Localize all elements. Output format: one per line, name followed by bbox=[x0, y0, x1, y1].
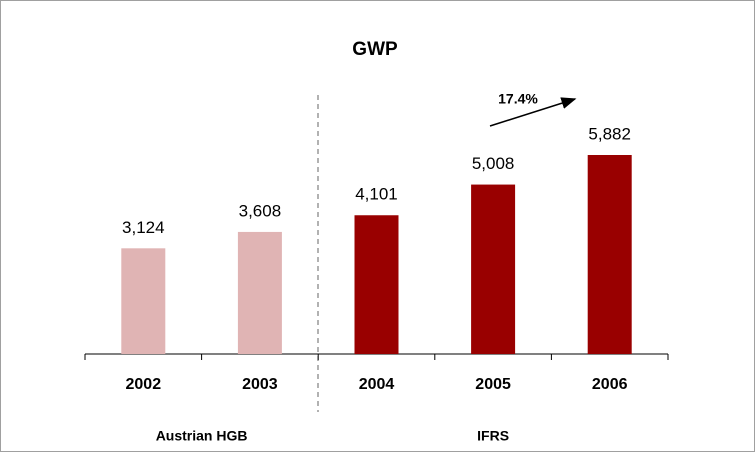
value-label: 5,008 bbox=[472, 154, 515, 173]
x-tick-label: 2005 bbox=[475, 376, 511, 393]
chart-title: GWP bbox=[352, 39, 398, 60]
annotation: 17.4% bbox=[498, 91, 538, 107]
value-label: 4,101 bbox=[355, 185, 398, 204]
growth-arrow bbox=[489, 97, 577, 127]
value-label: 5,882 bbox=[588, 124, 631, 143]
group-label: Austrian HGB bbox=[156, 428, 248, 444]
group-label: IFRS bbox=[477, 428, 509, 444]
bar bbox=[121, 248, 166, 354]
x-tick-label: 2004 bbox=[359, 376, 395, 393]
bar bbox=[237, 231, 282, 354]
bar bbox=[354, 215, 399, 354]
value-label: 3,608 bbox=[239, 201, 282, 220]
x-tick-label: 2002 bbox=[126, 376, 162, 393]
x-tick-label: 2003 bbox=[242, 376, 278, 393]
value-label: 3,124 bbox=[122, 218, 165, 237]
x-tick-label: 2006 bbox=[592, 376, 628, 393]
bar bbox=[471, 184, 516, 354]
bar bbox=[587, 155, 632, 354]
